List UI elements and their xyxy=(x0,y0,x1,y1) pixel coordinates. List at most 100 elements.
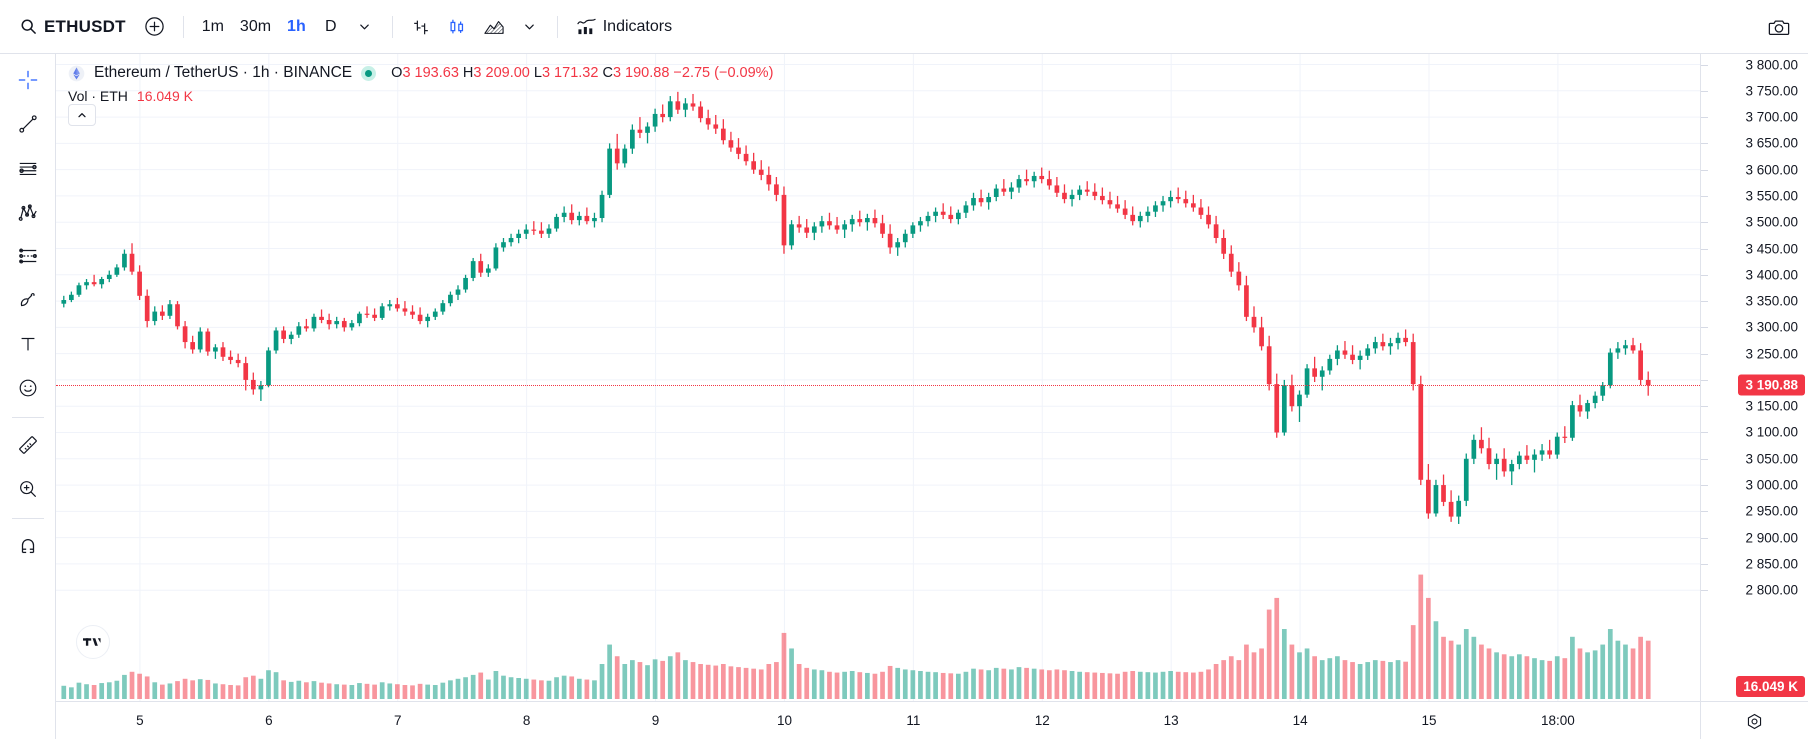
candle-body xyxy=(1433,485,1439,514)
candle-body xyxy=(1153,205,1158,212)
candle-body xyxy=(955,212,961,220)
price-axis-label: 3 300.00 xyxy=(1745,319,1798,335)
volume-bar xyxy=(872,673,878,699)
candle-body xyxy=(554,216,559,229)
area-style-button[interactable] xyxy=(475,10,513,44)
style-more-button[interactable] xyxy=(513,10,547,44)
volume-bar xyxy=(1570,636,1575,699)
candle-body xyxy=(751,161,757,170)
trend-line-icon[interactable] xyxy=(8,104,48,144)
bar-style-button[interactable] xyxy=(403,10,439,44)
candle-body xyxy=(895,242,901,248)
text-tool-icon[interactable] xyxy=(8,324,48,364)
elliott-wave-icon[interactable] xyxy=(8,192,48,232)
candle-body xyxy=(455,289,461,295)
candlestick-icon xyxy=(447,17,467,37)
price-scale[interactable]: 16.049 K 3 800.00 3 750.00 3 700.00 3 650.0… xyxy=(1700,54,1808,701)
emoji-icon[interactable] xyxy=(8,368,48,408)
fib-levels-icon[interactable] xyxy=(8,236,48,276)
volume-bar xyxy=(1516,654,1522,699)
magnet-icon[interactable] xyxy=(8,526,48,566)
candle-body xyxy=(1304,368,1310,395)
candle-body xyxy=(1198,207,1204,215)
add-symbol-button[interactable] xyxy=(136,10,173,44)
volume-bar xyxy=(1456,644,1462,699)
time-axis-label: 6 xyxy=(265,713,273,728)
candle-body xyxy=(614,148,620,164)
timeframe-1h[interactable]: 1h xyxy=(279,10,314,44)
timeframe-1m[interactable]: 1m xyxy=(194,10,232,44)
volume-bar xyxy=(1615,640,1621,699)
price-axis-label: 3 500.00 xyxy=(1745,214,1798,230)
collapse-legend-button[interactable] xyxy=(68,104,96,126)
candle-body xyxy=(690,103,696,107)
candle-body xyxy=(1274,384,1280,433)
volume-bar xyxy=(144,676,150,699)
chart-canvas[interactable]: Ethereum / TetherUS · 1h · BINANCE O3 19… xyxy=(56,54,1700,701)
measure-ruler-icon[interactable] xyxy=(8,425,48,465)
timeframe-d[interactable]: D xyxy=(314,10,348,44)
candle-body xyxy=(796,224,802,228)
candle-body xyxy=(99,278,105,285)
volume-bar xyxy=(652,659,658,699)
candle-body xyxy=(1410,342,1416,385)
volume-bar xyxy=(1221,660,1227,699)
time-scale[interactable]: 5 6 7 8 9 10 11 12 13 14 15 18:00 xyxy=(56,701,1808,739)
volume-bar xyxy=(539,680,544,699)
candle-body xyxy=(387,304,393,307)
candle-body xyxy=(819,221,825,227)
cross-cursor-icon[interactable] xyxy=(8,60,48,100)
candle-body xyxy=(205,331,211,352)
price-axis-tick xyxy=(1701,563,1708,565)
candle-body xyxy=(599,194,605,219)
candle-body xyxy=(758,169,764,175)
volume-bar xyxy=(129,671,135,699)
screenshot-button[interactable] xyxy=(1760,10,1798,44)
volume-bar xyxy=(1600,644,1606,699)
candle-body xyxy=(1585,403,1590,412)
candle-body xyxy=(319,316,324,320)
bar-chart-icon xyxy=(411,17,431,37)
volume-badge: 16.049 K xyxy=(1736,676,1805,697)
candle-body xyxy=(129,253,135,272)
timeframe-more-button[interactable] xyxy=(348,10,382,44)
price-axis-tick xyxy=(1701,537,1708,539)
volume-bar xyxy=(774,662,779,699)
volume-bar xyxy=(432,685,438,699)
chevron-down-icon xyxy=(523,20,536,33)
volume-bar xyxy=(296,680,302,699)
price-axis-label: 3 050.00 xyxy=(1745,451,1798,467)
horizontal-lines-icon[interactable] xyxy=(8,148,48,188)
candle-body xyxy=(266,350,271,386)
timescale-settings-button[interactable] xyxy=(1700,702,1808,739)
volume-bar xyxy=(379,682,385,699)
candle-body xyxy=(652,113,658,127)
volume-bar xyxy=(1645,640,1651,699)
indicators-button[interactable]: Indicators xyxy=(568,10,680,44)
candle-body xyxy=(1547,450,1553,455)
candle-body xyxy=(940,211,946,215)
volume-bar xyxy=(690,662,696,699)
drawing-toolbar xyxy=(0,54,56,739)
candle-body xyxy=(531,229,537,231)
symbol-search-button[interactable]: ETHUSDT xyxy=(14,9,136,45)
brush-icon[interactable] xyxy=(8,280,48,320)
area-chart-icon xyxy=(483,17,505,37)
time-axis-label: 15 xyxy=(1421,713,1437,728)
candle-body xyxy=(918,221,923,226)
candle-body xyxy=(334,321,340,325)
candle-body xyxy=(410,311,415,315)
zoom-in-icon[interactable] xyxy=(8,469,48,509)
candle-body xyxy=(660,113,666,118)
candle-style-button[interactable] xyxy=(439,10,475,44)
volume-bar xyxy=(1062,670,1067,699)
candle-body xyxy=(1388,343,1393,347)
candle-body xyxy=(948,214,954,220)
candle-body xyxy=(1251,316,1257,328)
timeframe-30m[interactable]: 30m xyxy=(232,10,279,44)
candle-body xyxy=(1615,348,1621,353)
candle-body xyxy=(872,218,878,224)
volume-bar xyxy=(599,664,605,699)
volume-bar xyxy=(1350,662,1355,699)
volume-bar xyxy=(1539,660,1545,699)
